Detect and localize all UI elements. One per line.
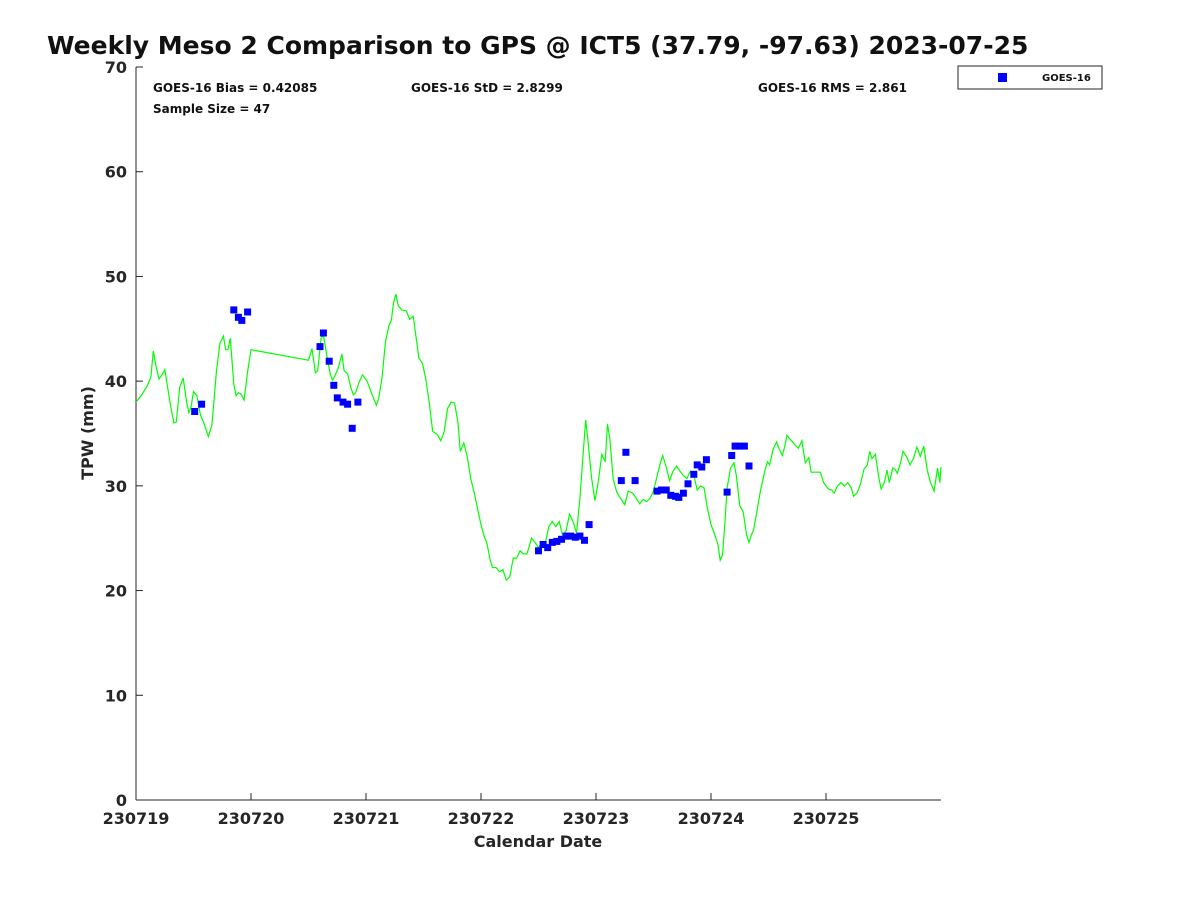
- goes-16-point: [702, 456, 710, 464]
- legend-marker-goes-16: [998, 73, 1007, 82]
- goes-16-point: [330, 381, 338, 389]
- stat-std: GOES-16 StD = 2.8299: [411, 81, 563, 95]
- x-tick-label: 230720: [218, 809, 285, 828]
- y-tick-label: 70: [105, 58, 127, 77]
- y-tick-label: 40: [105, 372, 127, 391]
- y-axis-label: TPW (mm): [78, 386, 97, 480]
- y-tick-label: 30: [105, 477, 127, 496]
- x-tick-label: 230719: [103, 809, 170, 828]
- goes-16-point: [653, 487, 661, 495]
- y-tick-label: 20: [105, 582, 127, 601]
- gps-series-line: [135, 294, 942, 582]
- goes-16-point: [567, 532, 575, 540]
- goes-16-point: [740, 442, 748, 450]
- goes-16-point: [354, 398, 362, 406]
- stat-bias: GOES-16 Bias = 0.42085: [153, 81, 317, 95]
- goes-16-point: [684, 480, 692, 488]
- y-tick-label: 60: [105, 163, 127, 182]
- plot-axes: [135, 67, 941, 801]
- x-tick-label: 230725: [793, 809, 860, 828]
- goes-16-point: [690, 470, 698, 478]
- goes-16-point: [191, 408, 199, 415]
- stat-rms: GOES-16 RMS = 2.861: [758, 81, 907, 95]
- x-tick-label: 230723: [563, 809, 630, 828]
- goes-16-point: [675, 493, 683, 501]
- goes-16-point: [558, 535, 565, 543]
- x-tick-label: 230721: [333, 809, 400, 828]
- goes-16-point: [238, 316, 246, 324]
- goes-16-point: [693, 461, 701, 469]
- goes-16-points: [191, 306, 753, 555]
- plot-area: [135, 294, 942, 582]
- stat-sample-size: Sample Size = 47: [153, 102, 270, 116]
- goes-16-point: [544, 544, 552, 552]
- goes-16-point: [319, 329, 327, 337]
- goes-16-point: [631, 477, 639, 485]
- goes-16-point: [679, 489, 687, 497]
- goes-16-point: [658, 486, 666, 494]
- legend: GOES-16: [957, 65, 1103, 90]
- y-tick-label: 10: [105, 686, 127, 705]
- goes-16-point: [535, 547, 542, 555]
- goes-16-point: [339, 398, 347, 406]
- goes-16-point: [731, 442, 739, 450]
- x-tick-label: 230722: [448, 809, 515, 828]
- goes-16-point: [745, 462, 753, 470]
- goes-16-point: [728, 452, 736, 459]
- goes-16-point: [698, 463, 706, 471]
- goes-16-point: [562, 532, 570, 540]
- goes-16-point: [576, 532, 584, 540]
- x-axis-label: Calendar Date: [474, 832, 603, 851]
- goes-16-point: [667, 491, 675, 499]
- x-tick-label: 230724: [678, 809, 745, 828]
- goes-16-point: [316, 343, 324, 351]
- goes-16-point: [344, 400, 352, 408]
- goes-16-point: [581, 536, 588, 544]
- goes-16-point: [244, 308, 252, 316]
- goes-16-point: [548, 538, 556, 546]
- goes-16-point: [348, 424, 356, 432]
- goes-16-point: [571, 533, 579, 541]
- legend-box: [957, 65, 1103, 90]
- y-tick-label: 50: [105, 267, 127, 286]
- chart-title: Weekly Meso 2 Comparison to GPS @ ICT5 (…: [47, 31, 1028, 60]
- goes-16-point: [553, 537, 561, 545]
- goes-16-point: [198, 400, 206, 408]
- y-ticks: 0 10 20 30 40 50 60 70: [105, 58, 143, 810]
- goes-16-point: [333, 394, 341, 402]
- x-ticks: 230719 230720 230721 230722 230723 230724 2307…: [103, 793, 860, 828]
- goes-16-point: [662, 486, 670, 494]
- goes-16-point: [736, 442, 744, 450]
- goes-16-point: [325, 357, 333, 365]
- goes-16-point: [585, 521, 593, 529]
- legend-label-goes-16: GOES-16: [1042, 73, 1091, 84]
- y-tick-label: 0: [116, 791, 127, 810]
- goes-16-point: [539, 541, 547, 548]
- goes-16-point: [230, 306, 238, 314]
- goes-16-point: [723, 488, 731, 496]
- goes-16-point: [617, 477, 625, 485]
- goes-16-point: [622, 448, 630, 456]
